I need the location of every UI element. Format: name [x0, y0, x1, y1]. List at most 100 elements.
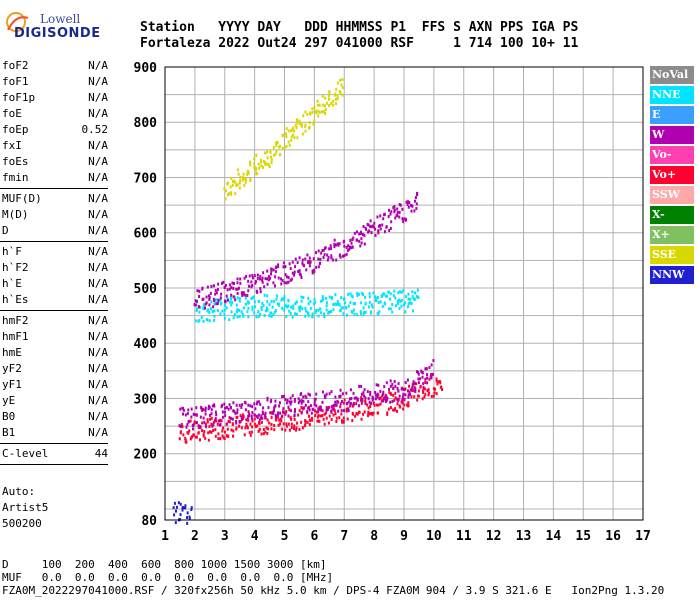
echo-point — [376, 392, 379, 396]
echo-point — [239, 179, 242, 183]
separator — [0, 310, 108, 311]
echo-point — [247, 289, 250, 293]
echo-point — [332, 413, 335, 417]
echo-point — [220, 281, 223, 285]
echo-point — [219, 437, 222, 441]
echo-point — [327, 256, 330, 260]
echo-point — [193, 303, 196, 307]
echo-point — [228, 420, 231, 424]
echo-point — [350, 241, 353, 245]
echo-point — [271, 305, 274, 309]
echo-point — [214, 298, 217, 302]
echo-point — [341, 86, 344, 90]
echo-point — [297, 397, 300, 401]
x-tick-label: 4 — [251, 529, 259, 544]
echo-point — [285, 424, 288, 428]
echo-point — [248, 284, 251, 288]
echo-point — [215, 291, 218, 295]
echo-point — [364, 302, 367, 306]
echo-point — [242, 291, 245, 295]
echo-point — [374, 227, 377, 231]
echo-point — [241, 416, 244, 420]
echo-point — [291, 315, 294, 319]
echo-point — [345, 409, 348, 413]
echo-point — [258, 427, 261, 431]
echo-point — [361, 397, 364, 401]
x-tick-label: 1 — [161, 529, 169, 544]
echo-point — [403, 303, 406, 307]
echo-point — [434, 387, 437, 391]
echo-point — [432, 394, 435, 398]
echo-point — [270, 161, 273, 165]
logo-text-lowell: Lowell — [40, 12, 81, 26]
echo-point — [335, 87, 338, 91]
echo-point — [321, 409, 324, 413]
echo-point — [217, 432, 220, 436]
param-value: N/A — [88, 59, 108, 72]
echo-point — [296, 121, 299, 125]
echo-point — [292, 133, 295, 137]
echo-point — [384, 302, 387, 306]
param-value: N/A — [88, 91, 108, 104]
echo-traces — [172, 78, 444, 525]
echo-point — [224, 414, 227, 418]
echo-point — [249, 404, 252, 408]
echo-point — [223, 430, 226, 434]
param-row: h`F N/A — [0, 244, 112, 260]
echo-point — [399, 299, 402, 303]
echo-point — [181, 425, 184, 429]
echo-point — [330, 254, 333, 258]
echo-point — [208, 425, 211, 429]
echo-point — [411, 383, 414, 387]
plot-frame — [164, 66, 644, 521]
echo-point — [270, 411, 273, 415]
echo-point — [254, 281, 257, 285]
echo-point — [212, 420, 215, 424]
echo-point — [244, 180, 247, 184]
echo-point — [309, 112, 312, 116]
echo-point — [295, 126, 298, 130]
echo-point — [226, 427, 229, 431]
echo-point — [212, 305, 215, 309]
echo-point — [272, 145, 275, 149]
echo-point — [247, 414, 250, 418]
echo-point — [182, 433, 185, 437]
echo-point — [304, 123, 307, 127]
echo-point — [385, 394, 388, 398]
echo-point — [375, 403, 378, 407]
echo-point — [185, 425, 188, 429]
echo-point — [210, 412, 213, 416]
echo-point — [214, 292, 217, 296]
echo-point — [406, 389, 409, 393]
echo-point — [319, 405, 322, 409]
param-value: N/A — [88, 410, 108, 423]
echo-point — [217, 298, 220, 302]
echo-point — [279, 411, 282, 415]
param-row: MUF(D) N/A — [0, 191, 112, 207]
echo-point — [432, 359, 435, 363]
echo-point — [387, 290, 390, 294]
echo-point — [223, 406, 226, 410]
echo-point — [198, 438, 201, 442]
legend-item-noval: NoVal — [650, 66, 694, 84]
echo-point — [336, 94, 339, 98]
echo-point — [396, 214, 399, 218]
echo-point — [278, 144, 281, 148]
echo-point — [306, 420, 309, 424]
echo-point — [195, 309, 198, 313]
echo-point — [300, 123, 303, 127]
echo-point — [243, 183, 246, 187]
echo-point — [311, 314, 314, 318]
echo-point — [205, 425, 208, 429]
echo-point — [186, 423, 189, 427]
echo-point — [285, 281, 288, 285]
echo-point — [281, 427, 284, 431]
echo-point — [363, 394, 366, 398]
echo-point — [342, 254, 345, 258]
echo-point — [325, 308, 328, 312]
echo-point — [366, 390, 369, 394]
echo-point — [335, 419, 338, 423]
echo-point — [371, 398, 374, 402]
echo-point — [287, 129, 290, 133]
param-value: N/A — [88, 139, 108, 152]
